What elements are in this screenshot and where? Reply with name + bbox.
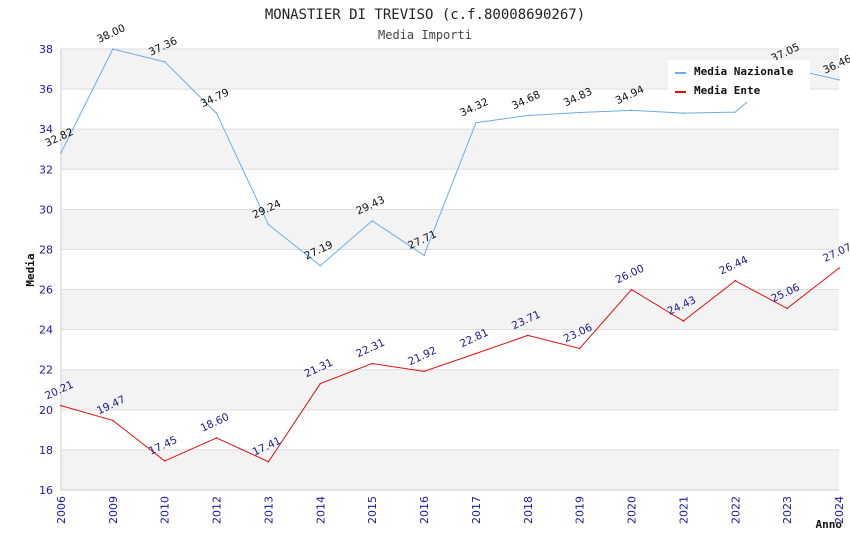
x-tick-label: 2015 [366,496,379,524]
plot-band [61,129,839,170]
data-point [215,437,218,439]
x-tick-label: 2017 [470,496,483,524]
chart-subtitle: Media Importi [378,28,472,42]
x-tick-label: 2012 [211,496,224,524]
y-tick-label: 32 [39,163,53,176]
x-tick-label: 2013 [262,496,275,524]
data-point [682,112,685,114]
data-point [112,48,114,50]
data-point [60,404,62,407]
x-tick-label: 2018 [522,496,535,524]
data-point [682,320,685,322]
data-point [527,114,529,117]
plot-band [61,369,839,410]
x-tick-label: 2014 [314,496,327,524]
data-point [163,460,166,462]
data-point [838,267,840,269]
data-point [630,109,633,112]
chart-title: MONASTIER DI TREVISO (c.f.80008690267) [265,7,585,23]
plot-band [61,209,839,250]
y-tick-label: 36 [39,83,53,96]
data-point [319,264,322,267]
data-point [163,61,166,63]
plot-band [61,249,839,290]
axes [60,49,839,491]
plot-band [61,289,839,330]
y-tick-label: 22 [39,364,53,377]
data-point [423,254,425,257]
plot-band [61,329,839,370]
y-axis-label: Media [24,253,37,286]
data-point [578,111,581,114]
x-tick-label: 2021 [677,496,690,524]
series-line-nazionale [60,48,840,267]
data-point [371,219,374,222]
x-tick-label: 2016 [418,496,431,524]
x-tick-label: 2019 [574,496,587,524]
y-tick-label: 24 [39,324,53,337]
data-point [734,111,737,113]
x-tick-label: 2010 [159,496,172,524]
data-point [112,419,114,422]
plot-bands [61,49,839,490]
y-tick-label: 34 [39,123,53,136]
x-tick-label: 2020 [626,496,639,524]
legend: Media Nazionale Media Ente [668,60,810,102]
x-tick-label: 2024 [833,496,846,524]
series-line-ente [60,267,840,463]
y-tick-label: 28 [39,243,53,256]
legend-label-nazionale: Media Nazionale [694,65,794,78]
data-point [838,79,840,81]
y-tick-label: 18 [39,444,53,457]
data-point [734,279,737,282]
data-point [630,288,633,291]
plot-band [61,449,839,490]
y-tick-label: 20 [39,404,53,417]
data-point [527,334,529,337]
data-point [578,347,581,350]
data-point [371,362,374,365]
data-point [215,112,218,115]
x-tick-label: 2022 [729,496,742,524]
legend-label-ente: Media Ente [694,84,761,97]
data-point [319,382,322,385]
y-tick-label: 26 [39,284,53,297]
data-point [60,152,62,154]
x-tick-label: 2023 [781,496,794,524]
data-point [267,460,270,463]
x-axis-label: Anno [816,518,843,531]
data-point [267,223,270,226]
x-tick-label: 2009 [107,496,120,524]
data-point [475,121,477,124]
data-point [423,370,425,373]
data-point [786,307,788,310]
y-tick-label: 30 [39,203,53,216]
y-tick-label: 16 [39,484,53,497]
plot-band [61,409,839,450]
data-point [475,352,477,355]
x-tick-label: 2006 [55,496,68,524]
legend-box [668,60,810,102]
y-tick-label: 38 [39,43,53,56]
